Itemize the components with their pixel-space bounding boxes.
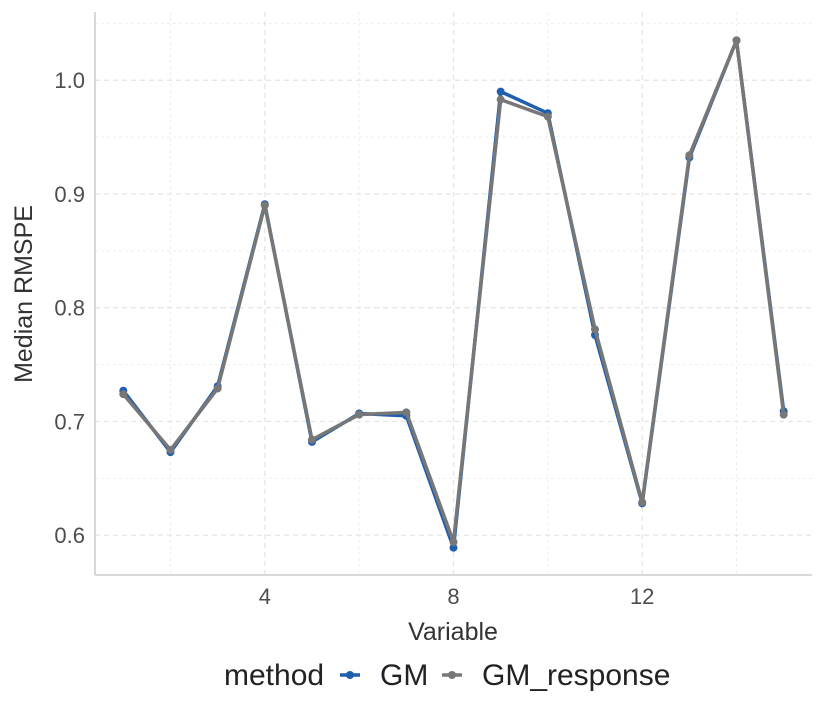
series-gm-response xyxy=(119,36,788,547)
data-point xyxy=(638,498,647,507)
data-point xyxy=(213,384,222,393)
legend-entry-gm-response: GM_response xyxy=(442,659,670,692)
data-point xyxy=(307,435,316,444)
data-point xyxy=(591,325,600,334)
data-point xyxy=(260,201,269,210)
y-tick-label: 0.7 xyxy=(54,409,85,434)
x-tick-label: 4 xyxy=(259,584,271,609)
y-tick-label: 0.9 xyxy=(54,182,85,207)
data-point xyxy=(166,445,175,454)
legend-entry-gm: GM xyxy=(340,659,428,692)
data-point xyxy=(496,87,505,96)
data-point xyxy=(449,543,458,552)
legend-key-point xyxy=(346,671,354,679)
x-tick-label: 12 xyxy=(630,584,654,609)
y-tick-label: 0.8 xyxy=(54,296,85,321)
grid xyxy=(95,12,812,575)
data-point xyxy=(779,410,788,419)
data-point xyxy=(119,390,128,399)
legend-label: GM_response xyxy=(482,659,670,692)
x-axis-title: Variable xyxy=(408,618,498,646)
data-point xyxy=(496,95,505,104)
y-tick-label: 1.0 xyxy=(54,68,85,93)
legend-label: GM xyxy=(380,659,428,692)
legend-title: method xyxy=(224,659,324,692)
data-point xyxy=(732,36,741,45)
y-tick-label: 0.6 xyxy=(54,523,85,548)
data-point xyxy=(449,538,458,547)
data-point xyxy=(685,151,694,160)
data-point xyxy=(543,112,552,121)
legend: method GM GM_response xyxy=(224,659,670,692)
series xyxy=(119,36,788,552)
x-tick-label: 8 xyxy=(447,584,459,609)
tick-labels: 4 8 12 0.6 0.7 0.8 0.9 1.0 xyxy=(54,68,654,609)
y-axis-title: Median RMSPE xyxy=(10,205,38,383)
data-point xyxy=(402,408,411,417)
legend-key-point xyxy=(448,671,456,679)
axes xyxy=(94,12,812,576)
data-point xyxy=(355,410,364,419)
